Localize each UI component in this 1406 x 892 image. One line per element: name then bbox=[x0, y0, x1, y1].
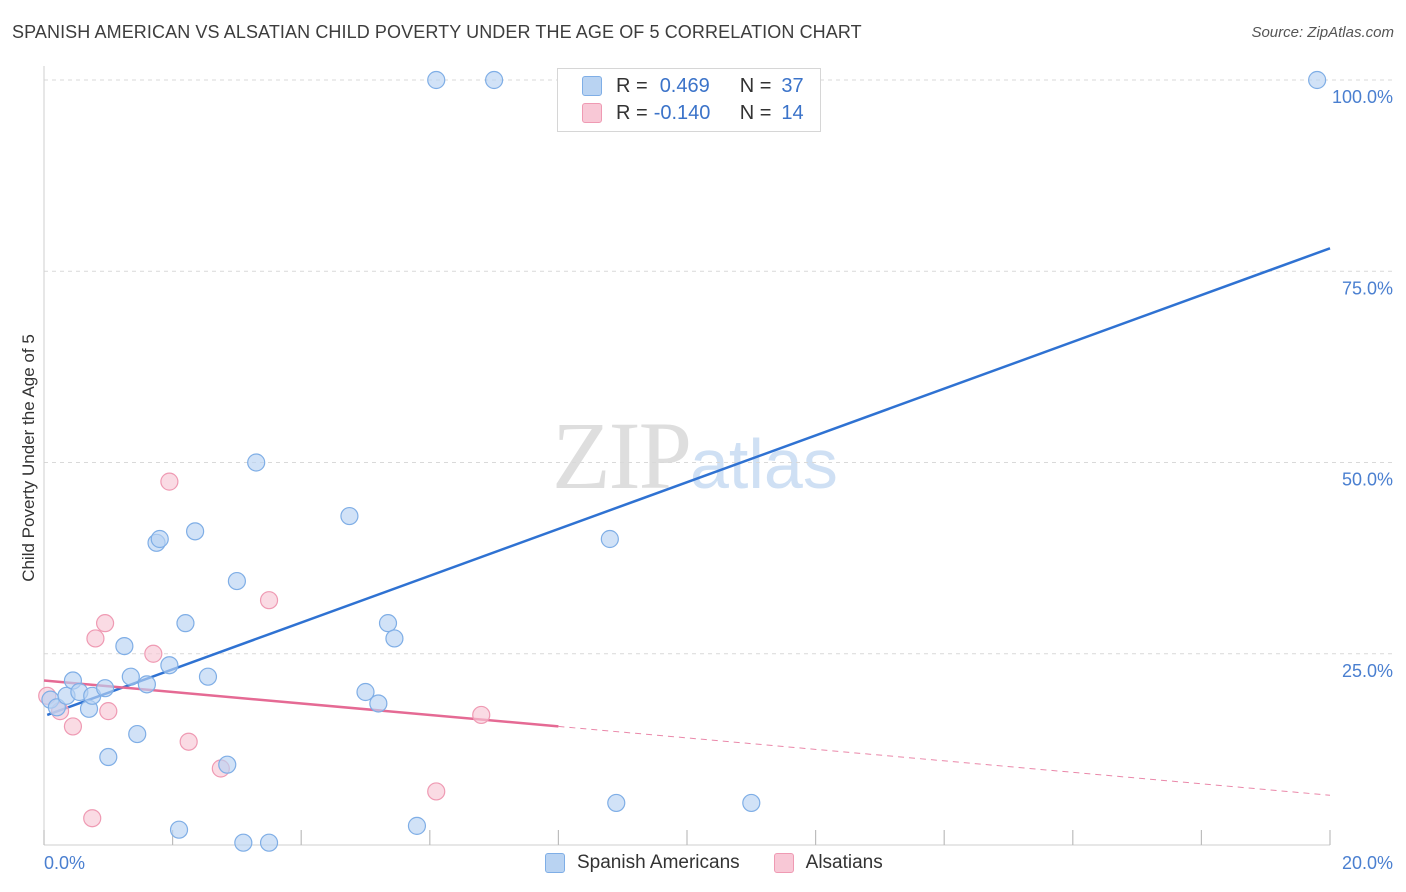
spanish-american-point bbox=[407, 816, 427, 835]
alsatian-point bbox=[179, 732, 198, 751]
spanish-american-point bbox=[128, 724, 147, 744]
spanish-american-point bbox=[115, 636, 134, 656]
alsatian-point bbox=[83, 809, 102, 828]
legend-n-value: 14 bbox=[781, 101, 804, 124]
spanish-american-point bbox=[227, 571, 246, 591]
alsatian-point bbox=[144, 644, 163, 663]
y-axis-title: Child Poverty Under the Age of 5 bbox=[19, 334, 38, 582]
legend-r-label: R = bbox=[616, 101, 648, 124]
series-legend-label: Spanish Americans bbox=[577, 852, 740, 873]
alsatian-point bbox=[427, 782, 446, 801]
legend-r-value: -0.140 bbox=[653, 101, 711, 124]
spanish-american-point bbox=[95, 679, 115, 698]
spanish-american-point bbox=[427, 70, 446, 90]
series-swatch-pink bbox=[773, 853, 794, 873]
spanish-american-point bbox=[137, 675, 156, 694]
spanish-american-point bbox=[234, 833, 253, 852]
x-tick-label: 0.0% bbox=[44, 853, 85, 873]
axis-layer bbox=[43, 66, 1331, 846]
alsatian-point bbox=[472, 705, 491, 725]
stats-legend: R = 0.469 N = 37 R = -0.140 N = 14 bbox=[557, 68, 821, 132]
alsatian-point bbox=[160, 472, 179, 491]
spanish-american-point bbox=[485, 70, 504, 90]
alsatians-trendline bbox=[43, 679, 559, 728]
alsatian-point bbox=[63, 717, 83, 736]
legend-n-value: 37 bbox=[781, 74, 804, 97]
series-swatch-blue bbox=[545, 853, 565, 873]
spanish-american-point bbox=[169, 820, 189, 839]
spanish-american-point bbox=[160, 656, 179, 675]
spanish-american-point bbox=[218, 755, 237, 774]
x-tick-label: 20.0% bbox=[1342, 853, 1393, 873]
legend-n-label: N = bbox=[739, 101, 772, 124]
alsatian-point bbox=[86, 629, 105, 648]
spanish-american-point bbox=[247, 453, 266, 472]
label-layer: 25.0% 50.0% 75.0% 100.0% 0.0% 20.0% Child Pove… bbox=[19, 87, 1393, 873]
spanish-american-point bbox=[186, 522, 205, 541]
spanish-american-point bbox=[385, 629, 404, 648]
series-legend-label: Alsatians bbox=[805, 852, 883, 873]
grid-layer bbox=[44, 79, 1392, 655]
spanish-american-point bbox=[356, 682, 375, 702]
spanish-american-point bbox=[369, 694, 388, 713]
spanish-americans-trendline bbox=[46, 247, 1331, 717]
y-tick-label: 100.0% bbox=[1332, 87, 1393, 107]
spanish-american-point bbox=[198, 667, 218, 686]
y-tick-label: 25.0% bbox=[1342, 661, 1393, 681]
alsatian-point bbox=[259, 591, 279, 610]
legend-r-value: 0.469 bbox=[659, 74, 710, 97]
spanish-american-point bbox=[378, 614, 398, 633]
spanish-american-point bbox=[176, 614, 195, 633]
y-tick-label: 50.0% bbox=[1342, 470, 1393, 490]
series-legend: Spanish Americans Alsatians bbox=[545, 852, 917, 874]
spanish-american-point bbox=[600, 529, 619, 549]
y-tick-label: 75.0% bbox=[1342, 278, 1393, 298]
legend-r-label: R = bbox=[616, 74, 648, 97]
spanish-american-point bbox=[1308, 70, 1327, 90]
spanish-american-point bbox=[340, 506, 359, 526]
spanish-american-point bbox=[99, 747, 118, 767]
point-layer bbox=[38, 70, 1327, 852]
spanish-american-point bbox=[121, 667, 140, 686]
alsatians-trendline-extension bbox=[558, 725, 1331, 796]
trend-layer bbox=[43, 247, 1331, 796]
legend-swatch-pink bbox=[582, 103, 602, 123]
spanish-american-point bbox=[150, 529, 169, 549]
series-legend-item-alsatians[interactable]: Alsatians bbox=[773, 852, 883, 874]
alsatian-point bbox=[95, 614, 115, 633]
legend-swatch-blue bbox=[582, 76, 602, 96]
legend-row-spanish-americans: R = 0.469 N = 37 bbox=[582, 74, 804, 98]
legend-row-alsatians: R = -0.140 N = 14 bbox=[582, 101, 804, 125]
spanish-american-point bbox=[607, 793, 626, 813]
spanish-american-point bbox=[742, 793, 761, 813]
alsatian-point bbox=[99, 702, 118, 721]
chart-source: Source: ZipAtlas.com bbox=[1251, 24, 1394, 41]
spanish-american-point bbox=[259, 833, 279, 852]
chart-title: SPANISH AMERICAN VS ALSATIAN CHILD POVER… bbox=[12, 22, 862, 42]
series-legend-item-spanish-americans[interactable]: Spanish Americans bbox=[545, 852, 740, 874]
legend-n-label: N = bbox=[739, 74, 772, 97]
